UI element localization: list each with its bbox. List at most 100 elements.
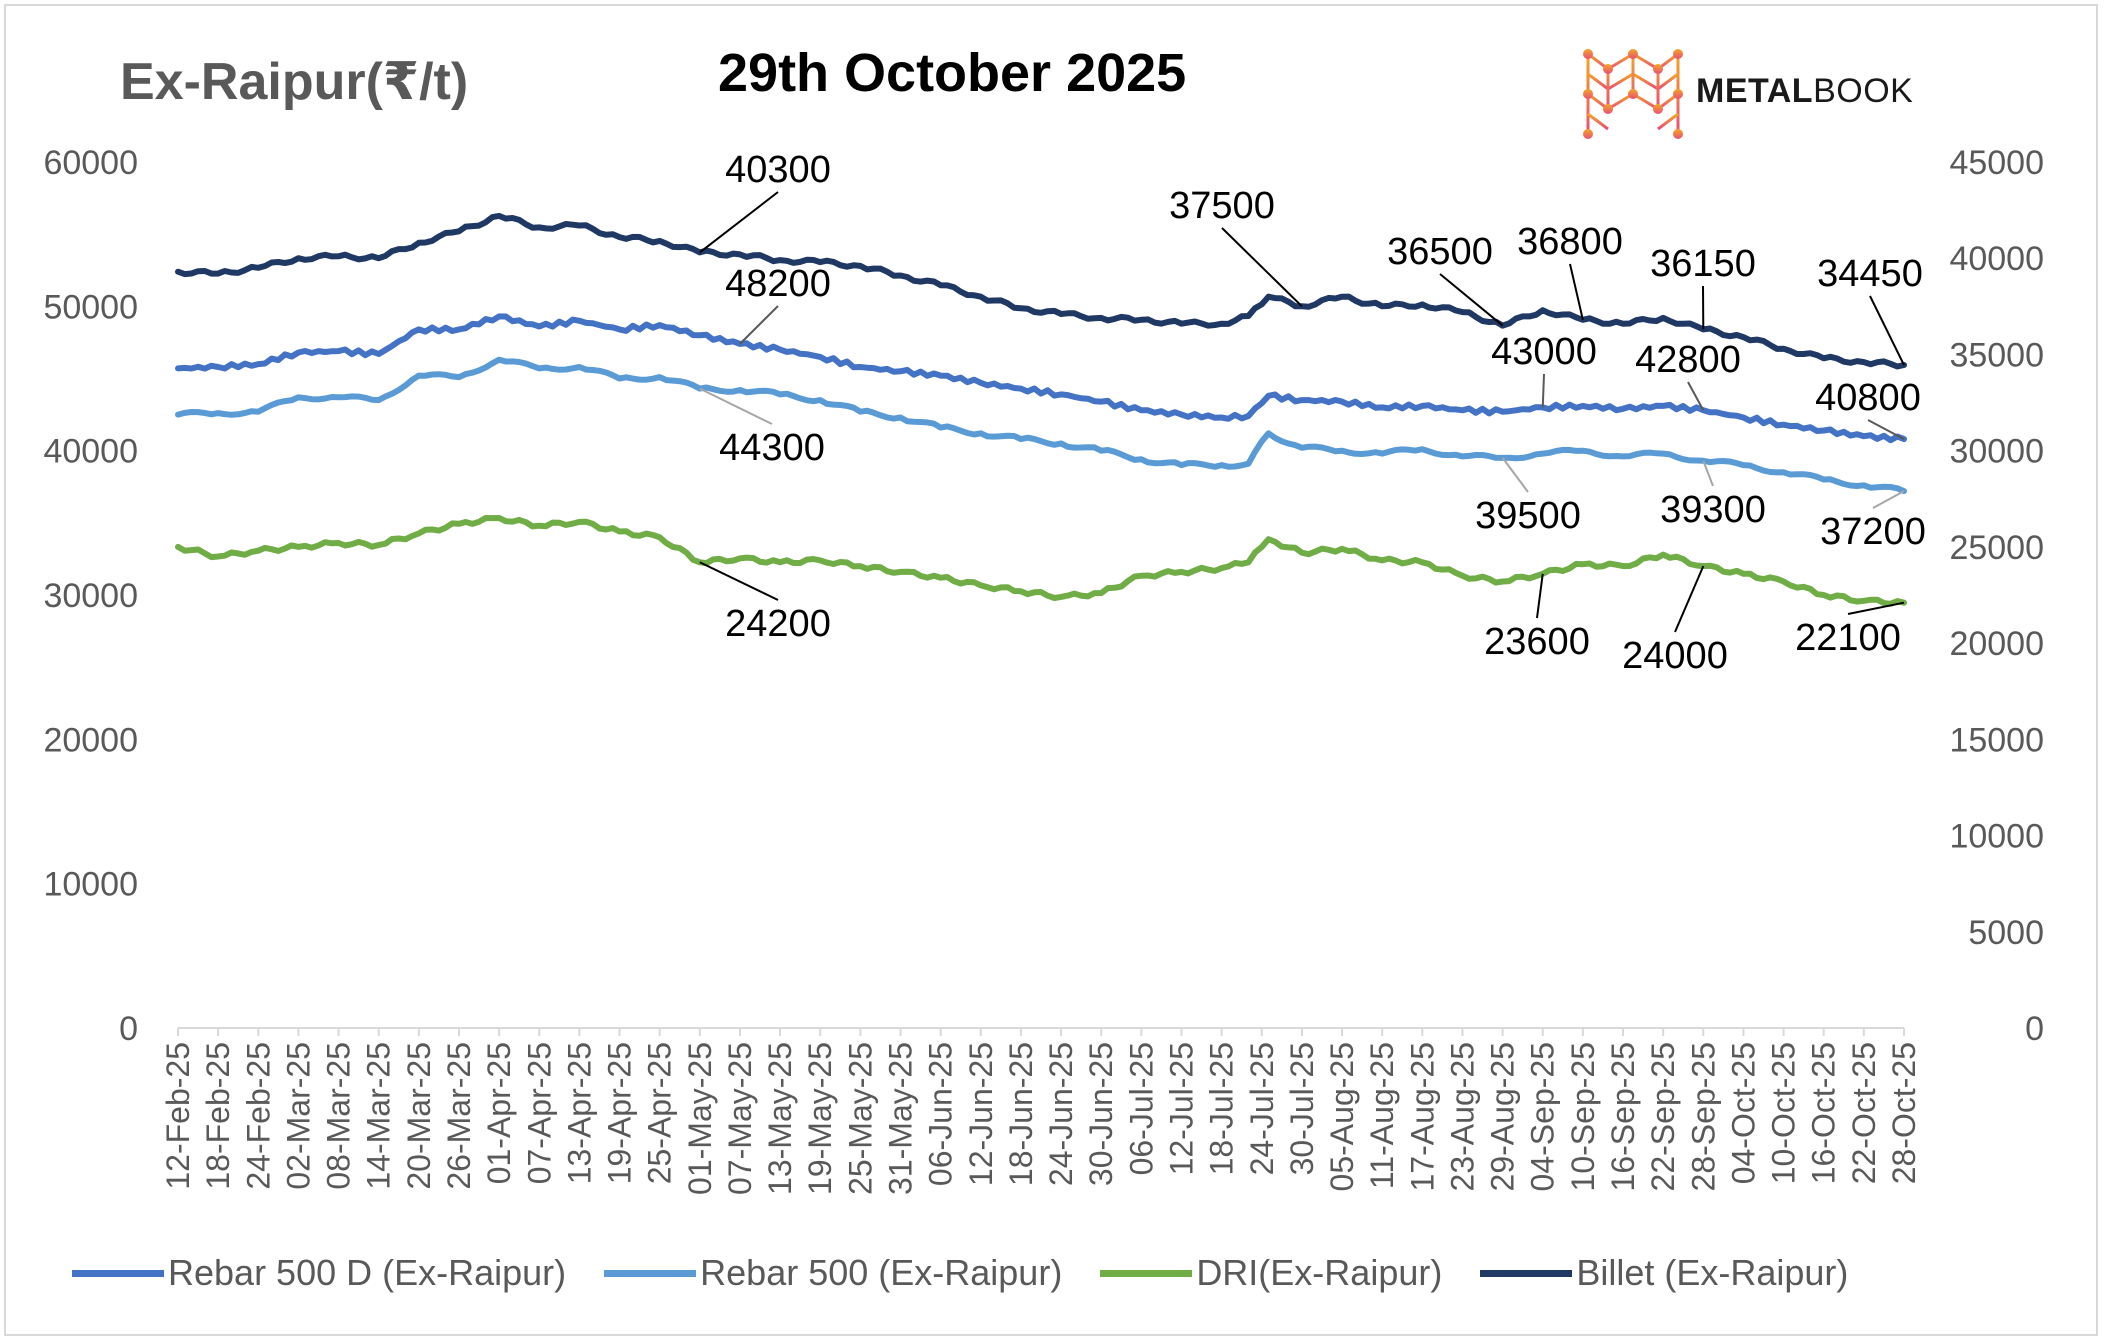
legend-item: Billet (Ex-Raipur) [1480, 1252, 1848, 1294]
x-tick-label: 18-Jul-25 [1204, 1042, 1240, 1175]
brand-logo: METALBOOK [1578, 44, 1913, 144]
annotation-label: 24000 [1622, 635, 1728, 677]
x-tick-label: 30-Jun-25 [1083, 1042, 1119, 1186]
series-line [175, 212, 1907, 370]
annotation-leader [1702, 460, 1714, 487]
x-tick-label: 16-Oct-25 [1806, 1042, 1842, 1184]
x-tick-label: 24-Jul-25 [1244, 1042, 1280, 1175]
x-tick-label: 04-Sep-25 [1525, 1042, 1561, 1191]
x-tick-label: 22-Oct-25 [1846, 1042, 1882, 1184]
annotation-label: 40300 [725, 149, 831, 191]
legend-swatch [1480, 1269, 1573, 1277]
x-tick-label: 29-Aug-25 [1485, 1042, 1521, 1191]
annotation-label: 48200 [725, 263, 831, 305]
y-right-tick-label: 5000 [1968, 914, 2044, 952]
x-tick-label: 12-Jun-25 [963, 1042, 999, 1186]
x-tick-label: 05-Aug-25 [1324, 1042, 1360, 1191]
y-right-tick-label: 0 [2025, 1010, 2044, 1048]
x-tick-label: 24-Jun-25 [1043, 1042, 1079, 1186]
x-tick-label: 24-Feb-25 [240, 1042, 276, 1190]
x-tick-label: 20-Mar-25 [401, 1042, 437, 1190]
x-tick-label: 23-Aug-25 [1444, 1042, 1480, 1191]
annotation-leader [1847, 601, 1905, 615]
annotation-label: 43000 [1491, 331, 1597, 373]
legend: Rebar 500 D (Ex-Raipur) Rebar 500 (Ex-Rai… [72, 1248, 1886, 1298]
annotation-label: 39300 [1660, 489, 1766, 531]
legend-label: Rebar 500 (Ex-Raipur) [700, 1252, 1063, 1293]
annotation-leader [1872, 490, 1905, 509]
x-tick-label: 13-Apr-25 [561, 1042, 597, 1184]
x-tick-label: 19-Apr-25 [602, 1042, 638, 1184]
y-right-tick-label: 35000 [1949, 336, 2044, 374]
x-tick-label: 08-Mar-25 [321, 1042, 357, 1190]
metalbook-icon [1583, 49, 1683, 139]
x-tick-label: 14-Mar-25 [361, 1042, 397, 1190]
x-tick-label: 28-Oct-25 [1886, 1042, 1922, 1184]
x-tick-label: 30-Jul-25 [1284, 1042, 1320, 1175]
annotation-leader [1541, 373, 1545, 408]
legend-item: Rebar 500 (Ex-Raipur) [604, 1252, 1062, 1294]
y-left-tick-label: 10000 [43, 866, 138, 904]
series-line [175, 313, 1907, 444]
x-tick-label: 13-May-25 [762, 1042, 798, 1195]
chart-axes: 0 10000 20000 30000 40000 50000 60000 0 5000 1000… [43, 144, 2044, 1195]
annotation-leader [699, 191, 779, 254]
annotation-label: 39500 [1475, 495, 1581, 537]
series-line [175, 356, 1907, 495]
x-tick-label: 04-Oct-25 [1725, 1042, 1761, 1184]
annotation-leader [699, 387, 773, 425]
y-left-tick-label: 40000 [43, 433, 138, 471]
legend-label: Billet (Ex-Raipur) [1576, 1252, 1849, 1293]
y-right-tick-label: 10000 [1949, 818, 2044, 856]
x-tick-label: 06-Jul-25 [1123, 1042, 1159, 1175]
annotation-label: 36500 [1387, 231, 1493, 273]
series-line [175, 515, 1907, 607]
annotation-label: 36800 [1517, 221, 1623, 263]
x-tick-label: 10-Sep-25 [1565, 1042, 1601, 1191]
y-left-tick-label: 50000 [43, 288, 138, 326]
legend-item: Rebar 500 D (Ex-Raipur) [72, 1252, 566, 1294]
x-tick-label: 06-Jun-25 [923, 1042, 959, 1186]
chart-annotations: 40300 37500 36500 36800 36150 34450 48200 43000… [699, 149, 1926, 677]
brand-name: METALBOOK [1696, 72, 1914, 110]
annotation-leader [1569, 263, 1584, 321]
annotation-label: 24200 [725, 603, 831, 645]
chart-frame [4, 4, 2098, 1336]
legend-swatch [72, 1269, 164, 1277]
annotation-label: 34450 [1817, 253, 1923, 295]
x-tick-label: 31-May-25 [883, 1042, 919, 1195]
y-left-tick-label: 30000 [43, 577, 138, 615]
x-tick-label: 07-Apr-25 [521, 1042, 557, 1184]
chart-title: 29th October 2025 [718, 43, 1187, 103]
annotation-leader [1867, 419, 1905, 441]
x-tick-label: 07-May-25 [722, 1042, 758, 1195]
x-tick-label: 01-Apr-25 [481, 1042, 517, 1184]
annotation-leader [1687, 381, 1705, 411]
annotation-leader [1439, 273, 1504, 327]
annotation-label: 36150 [1650, 243, 1756, 285]
y-left-tick-label: 60000 [43, 144, 138, 182]
x-tick-label: 25-May-25 [842, 1042, 878, 1195]
x-tick-label: 11-Aug-25 [1364, 1042, 1400, 1189]
x-tick-label: 02-Mar-25 [280, 1042, 316, 1190]
y-left-tick-label: 20000 [43, 721, 138, 759]
x-tick-label: 18-Feb-25 [200, 1042, 236, 1190]
annotation-label: 22100 [1795, 617, 1901, 659]
x-tick-label: 10-Oct-25 [1766, 1042, 1802, 1184]
x-tick-label: 25-Apr-25 [642, 1042, 678, 1184]
y-right-tick-label: 40000 [1949, 240, 2044, 278]
x-tick-label: 18-Jun-25 [1003, 1042, 1039, 1186]
annotation-leader [1501, 457, 1529, 493]
x-tick-label: 26-Mar-25 [441, 1042, 477, 1190]
y-right-tick-label: 15000 [1949, 721, 2044, 759]
annotation-label: 37200 [1820, 511, 1926, 553]
y-right-tick-label: 20000 [1949, 625, 2044, 663]
x-tick-label: 16-Sep-25 [1605, 1042, 1641, 1191]
y-right-tick-label: 25000 [1949, 529, 2044, 567]
legend-swatch [604, 1269, 697, 1277]
annotation-label: 42800 [1635, 339, 1741, 381]
annotation-leader [699, 561, 779, 601]
legend-item: DRI(Ex-Raipur) [1100, 1252, 1442, 1294]
y-axis-title: Ex-Raipur(₹/t) [120, 53, 469, 111]
